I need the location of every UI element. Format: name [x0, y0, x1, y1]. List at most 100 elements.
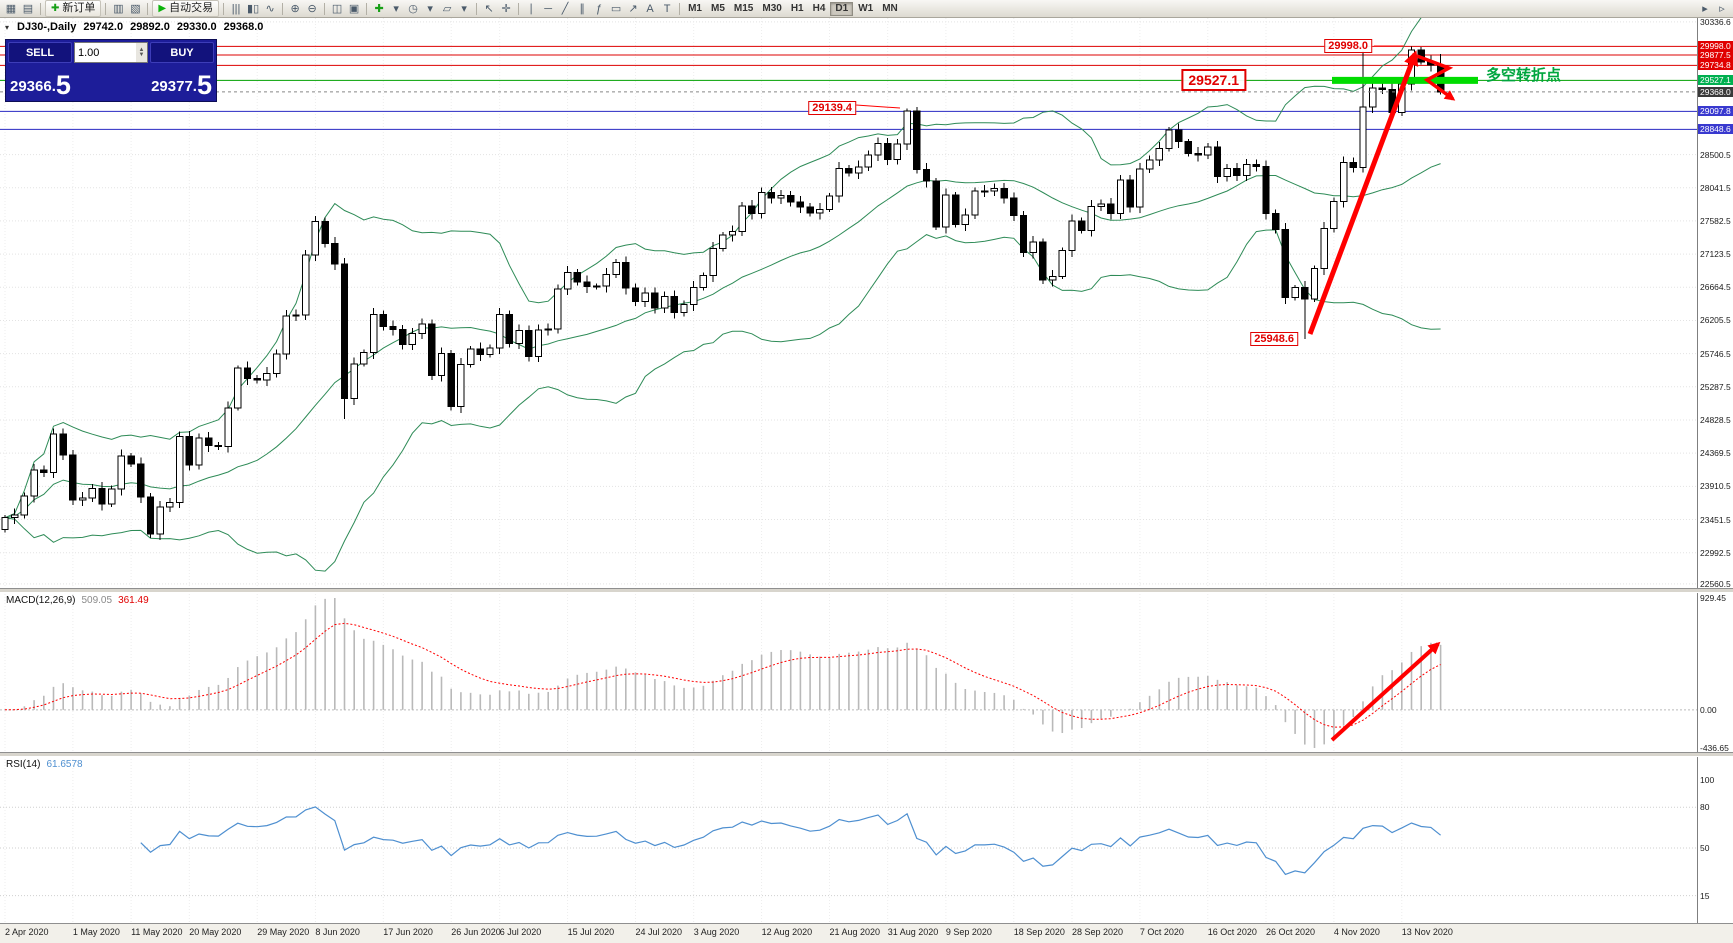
red-arrow[interactable] — [1416, 54, 1456, 101]
timeframe-m5[interactable]: M5 — [711, 2, 725, 14]
horizontal-line-icon[interactable]: ─ — [544, 2, 552, 15]
candle-body — [680, 303, 688, 314]
price-flag[interactable]: 25948.6 — [1250, 332, 1298, 347]
arrows-icon[interactable]: ↗ — [628, 2, 638, 15]
price-axis-label: 23910.5 — [1700, 481, 1731, 492]
candle-body — [1204, 146, 1212, 156]
rsi-label: RSI(14) 61.6578 — [6, 759, 83, 770]
market-watch-icon[interactable]: ▥ — [113, 2, 124, 15]
candle-body — [515, 329, 523, 344]
price-flag[interactable]: 29998.0 — [1324, 39, 1372, 54]
date-label: 18 Sep 2020 — [1013, 927, 1065, 937]
candle-body — [631, 287, 640, 302]
indicators-icon[interactable]: ✚ — [374, 2, 384, 15]
price-flag[interactable]: 29139.4 — [808, 101, 856, 116]
pane-separator-main-macd[interactable] — [0, 588, 1733, 593]
volume-spinner[interactable]: ▲ ▼ — [136, 43, 147, 62]
zoom-out-icon[interactable]: ⊖ — [307, 2, 317, 15]
volume-down-icon[interactable]: ▼ — [138, 51, 145, 58]
buy-button[interactable]: BUY — [150, 42, 214, 63]
data-window-icon[interactable]: ▧ — [130, 2, 141, 15]
timeframe-h4[interactable]: H4 — [812, 2, 826, 14]
candle-body — [1252, 163, 1260, 167]
channel-icon[interactable]: ∥ — [579, 2, 585, 15]
candle-body — [1087, 206, 1096, 231]
trend-arrows[interactable] — [855, 45, 1456, 742]
candle-body — [175, 436, 184, 504]
cascade-windows-icon[interactable]: ▣ — [348, 2, 360, 15]
candle-body — [49, 433, 58, 473]
text-icon[interactable]: A — [646, 2, 654, 15]
vertical-line-icon[interactable]: ∣ — [528, 2, 534, 15]
indicators-caret-icon[interactable]: ▾ — [393, 2, 399, 15]
candle-body — [214, 445, 223, 448]
auto-scroll-icon[interactable]: ▹ — [1719, 2, 1725, 15]
pane-separator-macd-rsi[interactable] — [0, 752, 1733, 757]
date-label: 28 Sep 2020 — [1072, 927, 1124, 937]
sell-button[interactable]: SELL — [8, 42, 72, 63]
timeframe-h1[interactable]: H1 — [790, 2, 804, 14]
volume-input[interactable] — [75, 46, 136, 59]
candle-body — [942, 194, 950, 228]
new-order-button-icon: ✚ — [51, 3, 60, 14]
candle-body — [302, 254, 310, 316]
chart-shift-icon[interactable]: ▸ — [1702, 2, 1708, 15]
candle-body — [408, 333, 417, 346]
candle-body — [728, 231, 737, 236]
price-axis[interactable]: 30336.6 28500.5 28041.5 27582.5 27123.5 26664… — [1697, 16, 1733, 923]
cursor-icon[interactable]: ↖ — [484, 2, 494, 15]
candle-body — [428, 323, 436, 376]
candle-body — [418, 323, 426, 335]
buy-price[interactable]: 29377. 5 — [111, 63, 216, 101]
bar-chart-icon[interactable]: ||| — [231, 2, 241, 15]
candle-body — [486, 347, 494, 355]
candle-body — [1320, 227, 1328, 269]
timeframe-d1[interactable]: D1 — [830, 1, 854, 16]
toolbar-separator — [476, 2, 478, 15]
templates-caret-icon[interactable]: ▾ — [461, 2, 467, 15]
candle-body — [1039, 241, 1047, 281]
time-axis[interactable]: 2 Apr 2020 1 May 2020 11 May 2020 20 May 20… — [0, 923, 1733, 943]
timeframe-mn[interactable]: MN — [882, 2, 898, 14]
red-arrow[interactable] — [1307, 50, 1419, 335]
timeframe-w1[interactable]: W1 — [858, 2, 874, 14]
price-axis-label: 25287.5 — [1700, 381, 1731, 392]
sell-price[interactable]: 29366. 5 — [6, 63, 111, 101]
shapes-icon[interactable]: ▭ — [610, 2, 622, 15]
profiles-icon[interactable]: ▤ — [22, 2, 34, 15]
candle-body — [1184, 141, 1193, 155]
candle-body — [1068, 220, 1076, 251]
trendline-icon[interactable]: ╱ — [561, 2, 569, 15]
text-label-icon[interactable]: T — [663, 2, 671, 15]
fibonacci-icon[interactable]: ƒ — [596, 2, 603, 15]
one-click-toggle-icon[interactable]: ▾ — [5, 22, 10, 32]
red-arrow[interactable] — [1330, 641, 1441, 742]
price-flag[interactable]: 29527.1 — [1181, 69, 1246, 92]
periods-caret-icon[interactable]: ▾ — [427, 2, 433, 15]
date-label: 6 Jul 2020 — [499, 927, 542, 937]
candlestick-icon[interactable]: ▮▯ — [247, 2, 260, 15]
timeframe-m30[interactable]: M30 — [762, 2, 782, 14]
candle-body — [1301, 287, 1309, 300]
timeframe-m15[interactable]: M15 — [733, 2, 754, 14]
candle-body — [835, 167, 843, 197]
tile-windows-icon[interactable]: ◫ — [331, 2, 343, 15]
timeframe-m1[interactable]: M1 — [688, 2, 702, 14]
price-axis-label: 30336.6 — [1700, 16, 1731, 27]
line-chart-icon[interactable]: ∿ — [265, 2, 275, 15]
zoom-in-icon[interactable]: ⊕ — [290, 2, 300, 15]
crosshair-icon[interactable]: ✛ — [501, 2, 511, 15]
candle-body — [583, 281, 591, 288]
new-order-button[interactable]: ✚ 新订单 — [45, 0, 102, 17]
templates-icon[interactable]: ▱ — [442, 2, 452, 15]
auto-trading-button[interactable]: ▶ 自动交易 — [152, 0, 220, 17]
candle-body — [1223, 167, 1231, 178]
candle-body — [156, 506, 164, 535]
candle-body — [1078, 220, 1086, 231]
candle-body — [117, 455, 126, 490]
candle-body — [699, 274, 708, 288]
new-chart-icon[interactable]: ▦ — [5, 2, 17, 15]
volume-up-icon[interactable]: ▲ — [138, 46, 145, 53]
periods-icon[interactable]: ◷ — [408, 2, 418, 15]
